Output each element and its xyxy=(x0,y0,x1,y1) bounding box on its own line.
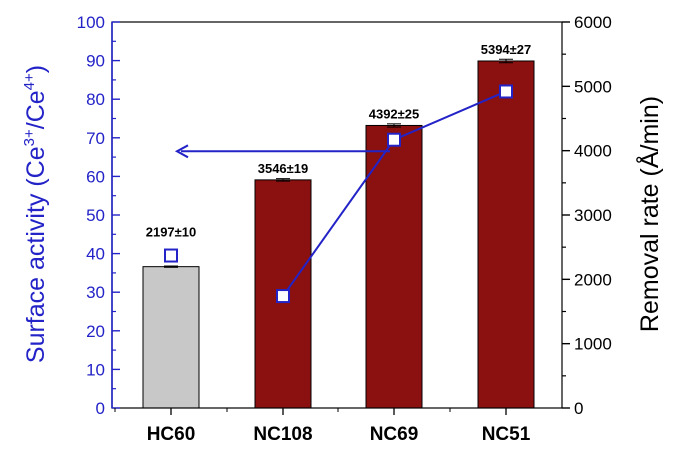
bars-layer xyxy=(142,58,535,409)
left-tick-label: 80 xyxy=(86,90,105,109)
left-tick-label: 90 xyxy=(86,52,105,71)
data-label: 4392±25 xyxy=(369,106,420,121)
category-label: HC60 xyxy=(147,424,196,445)
left-tick-label: 40 xyxy=(86,245,105,264)
category-label: NC69 xyxy=(370,424,419,445)
axes-layer xyxy=(111,21,570,415)
text-layer: 2197±10 3546±19 4392±25 5394±27 0 10 20 30 40 50 6… xyxy=(77,13,612,445)
category-label: NC108 xyxy=(253,424,312,445)
left-axis-title-sup: 4+ xyxy=(21,73,38,90)
bar xyxy=(142,266,200,409)
surface-activity-marker xyxy=(499,84,513,99)
data-label: 2197±10 xyxy=(146,225,197,240)
arrow-head xyxy=(174,144,189,159)
surface-activity-marker xyxy=(387,132,401,147)
right-tick-label: 5000 xyxy=(574,77,612,96)
right-tick-label: 3000 xyxy=(574,206,612,225)
left-tick-label: 20 xyxy=(86,322,105,341)
right-axis-title: Removal rate (Å/min) xyxy=(634,96,664,332)
right-tick-label: 4000 xyxy=(574,142,612,161)
left-axis-title-part: /Ce xyxy=(22,90,50,129)
data-label: 3546±19 xyxy=(258,161,309,176)
surface-activity-marker xyxy=(276,289,290,304)
left-tick-label: 10 xyxy=(86,360,105,379)
left-tick-label: 50 xyxy=(86,206,105,225)
category-label: NC51 xyxy=(482,424,531,445)
data-label: 5394±27 xyxy=(481,42,532,57)
left-axis-title-part: ) xyxy=(22,65,50,73)
left-tick-label: 0 xyxy=(96,399,105,418)
left-tick-label: 60 xyxy=(86,167,105,186)
left-tick-label: 100 xyxy=(77,13,105,32)
right-tick-label: 2000 xyxy=(574,270,612,289)
left-tick-label: 70 xyxy=(86,129,105,148)
left-axis-title-sup: 3+ xyxy=(21,129,38,146)
left-axis-title: Surface activity (Ce3+/Ce4+) xyxy=(21,65,50,363)
bar xyxy=(365,124,423,409)
right-tick-label: 0 xyxy=(574,399,583,418)
right-tick-label: 1000 xyxy=(574,335,612,354)
bar xyxy=(477,60,535,409)
line-layer xyxy=(164,84,513,304)
left-tick-label: 30 xyxy=(86,283,105,302)
surface-activity-marker xyxy=(164,248,178,263)
right-tick-label: 6000 xyxy=(574,13,612,32)
left-axis-title-part: Surface activity (Ce xyxy=(22,146,50,363)
